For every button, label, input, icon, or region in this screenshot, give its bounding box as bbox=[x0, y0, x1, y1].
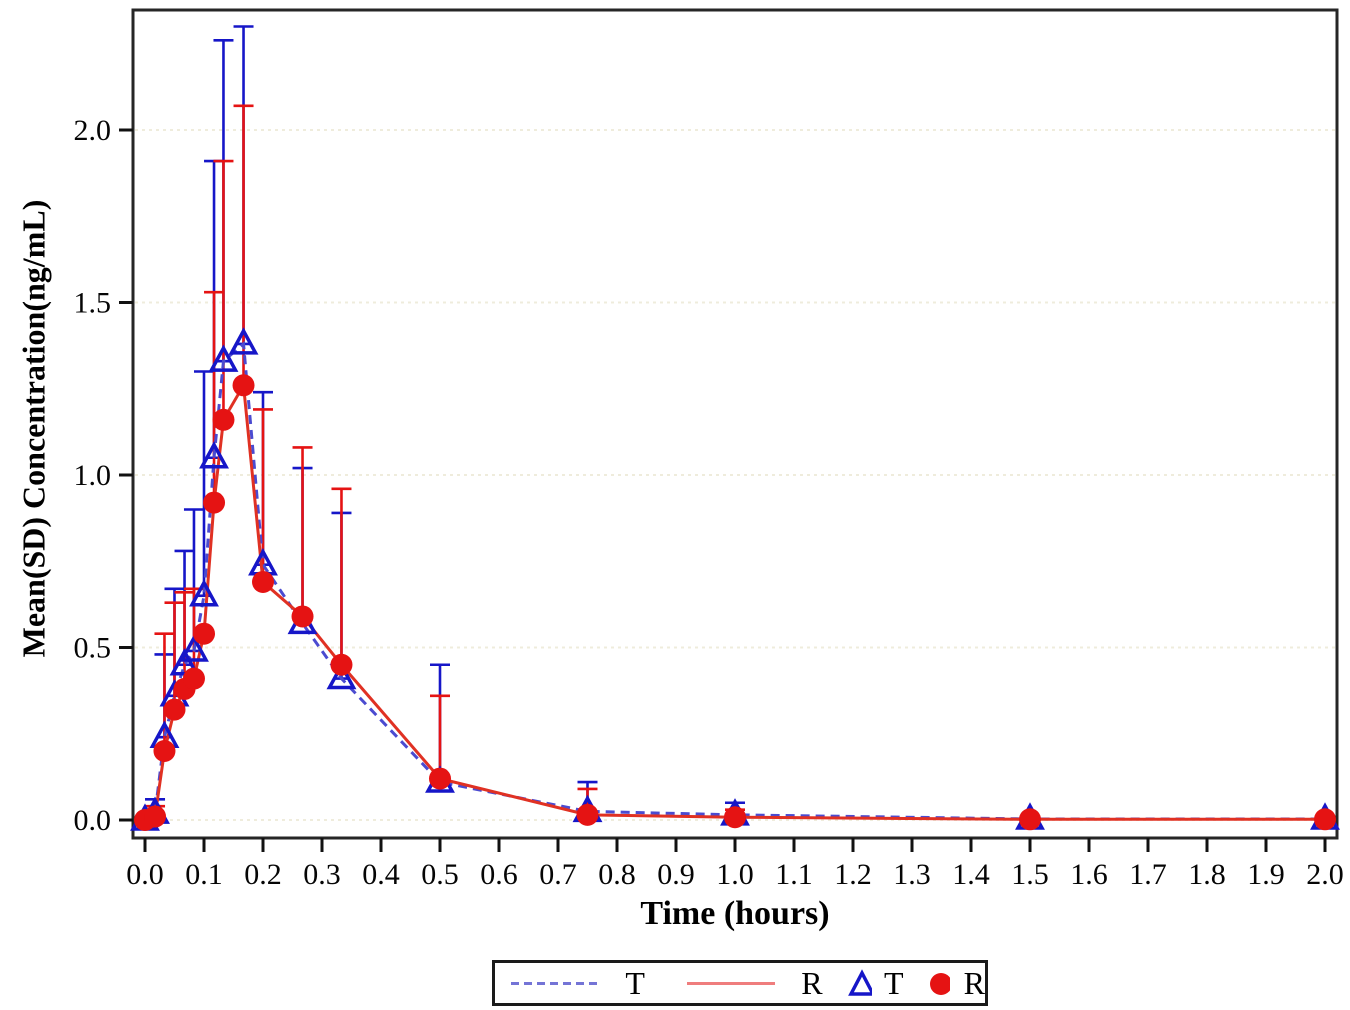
legend-label-T-marker: T bbox=[884, 965, 904, 1001]
marker-triangle-T bbox=[326, 661, 357, 690]
y-axis-title: Mean(SD) Concentration(ng/mL) bbox=[15, 199, 52, 658]
x-tick-label: 0.3 bbox=[303, 858, 341, 891]
x-tick-label: 0.0 bbox=[126, 858, 164, 891]
legend-circle-marker-icon bbox=[929, 973, 950, 995]
marker-circle-R bbox=[330, 653, 353, 676]
x-tick-label: 1.0 bbox=[716, 858, 754, 891]
marker-circle-R bbox=[193, 622, 215, 645]
x-axis-title: Time (hours) bbox=[640, 895, 830, 932]
marker-circle-R bbox=[144, 805, 167, 828]
marker-circle-R bbox=[212, 408, 235, 431]
legend-label-R-line: R bbox=[801, 965, 823, 1001]
x-tick-label: 1.8 bbox=[1188, 858, 1226, 891]
marker-circle-R bbox=[1314, 808, 1336, 831]
marker-triangle-T bbox=[208, 344, 239, 372]
x-tick-label: 0.7 bbox=[539, 858, 577, 891]
y-tick-label: 1.5 bbox=[74, 287, 112, 320]
y-tick-label: 0.5 bbox=[74, 632, 112, 665]
marker-triangle-T bbox=[189, 579, 219, 607]
legend-label-R-marker: R bbox=[963, 965, 985, 1001]
marker-triangle-T bbox=[179, 634, 209, 662]
marker-circle-R bbox=[291, 605, 314, 628]
x-tick-label: 1.6 bbox=[1070, 858, 1108, 891]
x-tick-label: 0.1 bbox=[185, 858, 223, 891]
marker-circle-R bbox=[232, 374, 255, 397]
x-tick-label: 1.7 bbox=[1129, 858, 1167, 891]
marker-circle-R bbox=[182, 667, 205, 690]
marker-circle-R bbox=[203, 491, 226, 514]
y-tick-label: 1.0 bbox=[74, 459, 112, 492]
x-tick-label: 1.9 bbox=[1247, 858, 1285, 891]
legend-box: T R T R bbox=[492, 960, 988, 1006]
series-line-R bbox=[144, 380, 1325, 822]
marker-circle-R bbox=[724, 806, 746, 829]
x-tick-label: 0.6 bbox=[480, 858, 518, 891]
marker-circle-R bbox=[252, 570, 274, 593]
y-tick-label: 2.0 bbox=[74, 114, 112, 147]
x-tick-label: 0.2 bbox=[244, 858, 282, 891]
x-tick-label: 0.5 bbox=[421, 858, 459, 891]
legend-triangle-marker-icon bbox=[847, 969, 873, 996]
marker-triangle-T bbox=[228, 327, 259, 355]
plot-frame bbox=[131, 8, 1339, 840]
x-tick-label: 1.5 bbox=[1011, 858, 1049, 891]
series-line-T bbox=[144, 340, 1325, 822]
x-tick-label: 0.4 bbox=[362, 858, 400, 891]
x-tick-label: 1.3 bbox=[893, 858, 931, 891]
marker-circle-R bbox=[153, 740, 176, 762]
x-tick-label: 1.4 bbox=[952, 858, 990, 891]
marker-circle-R bbox=[576, 803, 599, 826]
x-tick-label: 0.9 bbox=[657, 858, 695, 891]
marker-circle-R bbox=[1019, 808, 1041, 831]
x-tick-label: 1.2 bbox=[834, 858, 872, 891]
x-tick-label: 2.0 bbox=[1306, 858, 1344, 891]
legend-solid-line-swatch-R bbox=[686, 981, 776, 985]
y-tick-label: 0.0 bbox=[74, 804, 112, 837]
marker-circle-R bbox=[429, 767, 451, 790]
legend-dashed-line-swatch-T bbox=[511, 981, 600, 985]
x-tick-label: 0.8 bbox=[598, 858, 636, 891]
marker-circle-R bbox=[163, 698, 186, 721]
marker-triangle-T bbox=[199, 441, 229, 469]
x-tick-label: 1.1 bbox=[775, 858, 813, 891]
legend-label-T-line: T bbox=[625, 965, 645, 1001]
